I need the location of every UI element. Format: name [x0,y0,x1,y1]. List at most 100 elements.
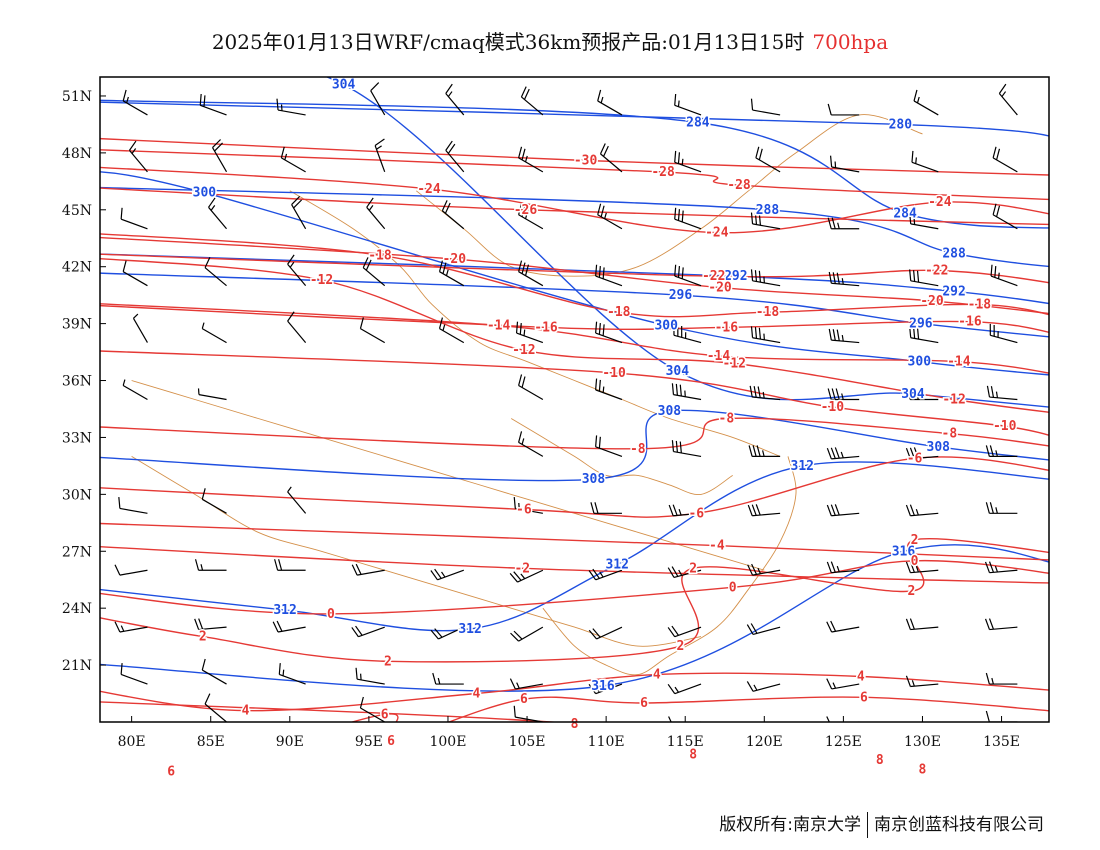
wind-barb-feather [909,212,912,224]
wind-barb-half-feather [447,91,453,97]
height-label: 288 [756,203,780,218]
wind-barb-feather [748,445,753,457]
wind-barb-feather [675,440,678,453]
lon-tick-label: 135E [983,734,1020,750]
wind-barb [595,321,623,344]
wind-barb-staff [910,569,939,574]
wind-barb-feather [447,143,456,154]
wind-barb-feather [588,629,598,640]
temperature-contour-line [100,701,560,722]
temperature-label: -24 [928,195,952,210]
wind-barb-staff [674,683,702,695]
wind-barb-feather [287,311,295,322]
temperature-label: 2 [911,533,919,548]
wind-barb-half-feather [600,96,604,104]
temperature-label: 6 [520,692,528,707]
wind-barb-staff [831,512,860,517]
wind-barb-feather [905,504,911,516]
wind-barb [274,559,306,571]
wind-barb-staff [910,512,939,517]
wind-barb-feather [747,564,754,576]
wind-barb-feather [445,140,453,151]
height-label: 304 [666,364,690,379]
wind-barb-feather [909,269,912,281]
temperature-contour-line [100,253,1049,284]
wind-barb-feather [291,195,301,205]
temperature-label: 6 [167,764,175,779]
wind-barb [445,140,465,173]
temperature-label: 4 [242,704,250,719]
wind-barb-feather [674,93,677,106]
wind-barb-feather [280,146,285,159]
wind-barb-feather [120,207,123,220]
wind-barb-feather [750,212,754,224]
wind-barb-staff [913,100,939,116]
wind-barb-staff [441,210,465,230]
wind-barb-feather [595,378,598,390]
wind-barb-feather [293,199,303,209]
height-contour-labels: 304 284 280 300 288 284 288 292 292 296 296 300 300 3… [191,76,967,695]
temperature-contour-line [100,559,1049,615]
height-contour-line [100,186,1049,268]
wind-barb-feather [114,621,121,633]
wind-barb-feather [826,447,832,460]
wind-barb [518,260,544,287]
temperature-label: -10 [993,419,1017,434]
wind-barb-staff [674,104,702,116]
temperature-label: 6 [387,734,395,749]
wind-barb [674,93,702,116]
wind-barb-feather [355,625,363,636]
wind-barb-feather [509,678,516,690]
temperature-label: -18 [607,305,631,320]
wind-barb-feather [287,254,295,265]
wind-barb [985,672,1018,685]
map-title-main: 2025年01月13日WRF/cmaq模式36km预报产品:01月13日15时 [211,30,805,54]
wind-barb-half-feather [994,565,999,573]
wind-barb-feather [201,488,206,500]
border-line [289,190,781,457]
wind-barb-staff [358,626,385,638]
wind-barb-feather [362,257,369,268]
wind-barb-staff [752,569,781,576]
wind-barb [366,197,386,230]
wind-barb-feather [828,271,832,284]
wind-barb-feather [355,563,362,575]
wind-barb-feather [513,630,523,640]
wind-barb-feather [988,561,995,573]
wind-barb-feather [827,217,832,229]
lon-tick-label: 125E [825,734,862,750]
wind-barb-staff [752,223,781,230]
lon-tick-label: 100E [429,734,466,750]
wind-barb-feather [826,561,832,573]
height-label: 304 [332,78,356,93]
wind-barb-feather [910,388,915,400]
wind-barb-feather [827,388,832,400]
temperature-label: 8 [571,717,579,732]
wind-barb-feather [905,447,911,460]
wind-barb-staff [438,626,465,640]
height-contour-line [100,99,1049,229]
wind-barb-feather [602,324,605,336]
wind-barb-half-feather [762,450,765,457]
wind-barb-feather [750,98,754,111]
wind-barb [906,388,939,401]
wind-barb [370,82,386,116]
wind-barb-feather [598,436,601,449]
wind-barb [132,313,148,343]
wind-barb [905,447,939,460]
wind-barb-feather [438,260,444,272]
wind-barb-staff [674,161,702,173]
temperature-label: 8 [876,753,884,768]
wind-barb-staff [910,223,939,230]
temperature-label: -4 [709,539,725,554]
wind-barb [445,83,465,116]
height-label: 308 [658,404,682,419]
temperature-label: -28 [727,178,751,193]
wind-barb-feather [753,386,757,398]
wind-barb [749,385,781,401]
wind-barb-feather [754,327,758,339]
wind-barb-feather [986,385,991,398]
wind-barb-feather [830,504,836,516]
wind-barb [441,200,465,230]
wind-barb [194,618,227,631]
